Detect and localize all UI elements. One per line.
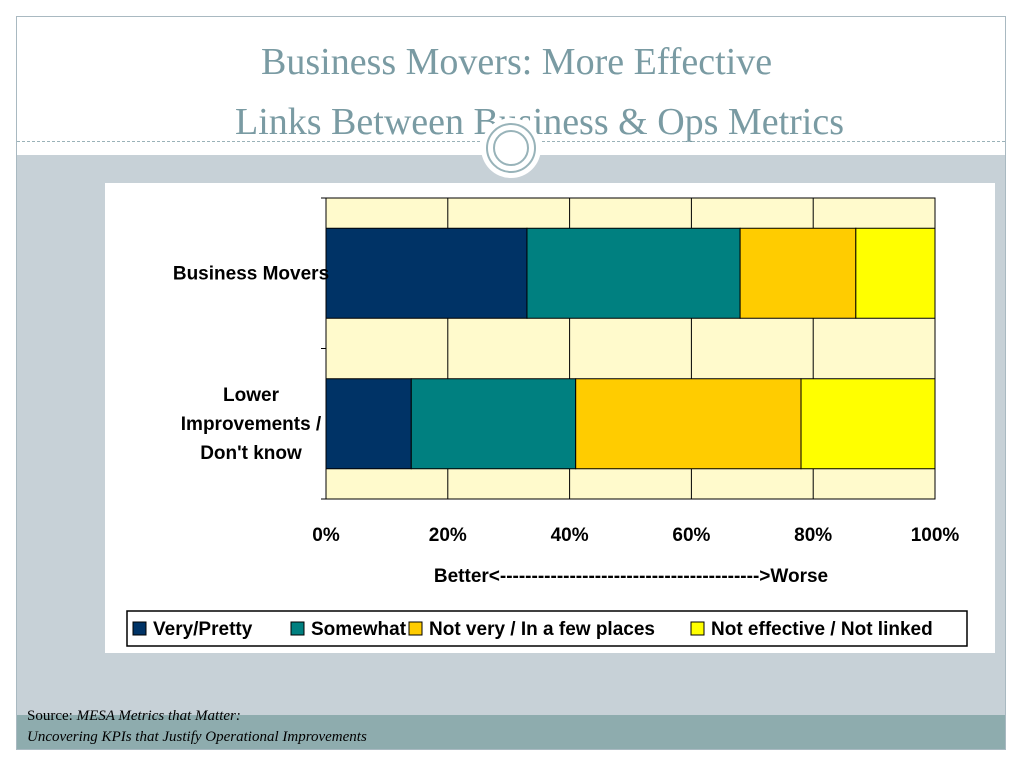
legend-swatch: [690, 621, 705, 636]
bar-segment: [575, 378, 802, 470]
legend-label: Very/Pretty: [153, 619, 253, 640]
bar-segment: [855, 227, 936, 319]
source-line-1: MESA Metrics that Matter:: [76, 708, 241, 724]
source-citation: Source: MESA Metrics that Matter: Uncove…: [27, 706, 367, 748]
x-tick-label: 40%: [551, 525, 589, 546]
slide-title-line-1: Business Movers: More Effective: [261, 41, 773, 83]
category-label: Lower: [223, 385, 280, 406]
x-tick-label: 20%: [429, 525, 467, 546]
legend-label: Somewhat: [311, 619, 407, 640]
slide-title-line-2: Links Between Business & Ops Metrics: [235, 101, 845, 143]
category-label: Business Movers: [173, 263, 329, 284]
category-label: Improvements /: [181, 414, 322, 435]
bar-segment: [325, 378, 412, 470]
bar-segment: [800, 378, 936, 470]
bar-segment: [325, 227, 528, 319]
stacked-bar-chart: Business Movers Lower Improvements / Don't …: [126, 197, 968, 647]
legend-box: [126, 610, 968, 647]
bar-segment: [739, 227, 857, 319]
bar-segment: [410, 378, 577, 470]
source-label: Source:: [27, 708, 77, 724]
chart-panel: Business Movers Lower Improvements / Don't …: [105, 183, 995, 653]
legend-swatch: [290, 621, 305, 636]
x-tick-label: 60%: [672, 525, 710, 546]
x-tick-label: 0%: [312, 525, 340, 546]
x-tick-label: 100%: [911, 525, 960, 546]
category-label: Don't know: [200, 443, 302, 464]
source-line-2: Uncovering KPIs that Justify Operational…: [27, 729, 367, 745]
bar-segment: [526, 227, 741, 319]
legend-label: Not very / In a few places: [429, 619, 655, 640]
legend-swatch: [408, 621, 423, 636]
footer-band: [17, 715, 1005, 749]
legend-label: Not effective / Not linked: [711, 619, 933, 640]
x-tick-label: 80%: [794, 525, 832, 546]
decorative-ring-inner: [493, 130, 529, 166]
legend-swatch: [132, 621, 147, 636]
x-axis-label: Better<---------------------------------…: [434, 566, 828, 587]
